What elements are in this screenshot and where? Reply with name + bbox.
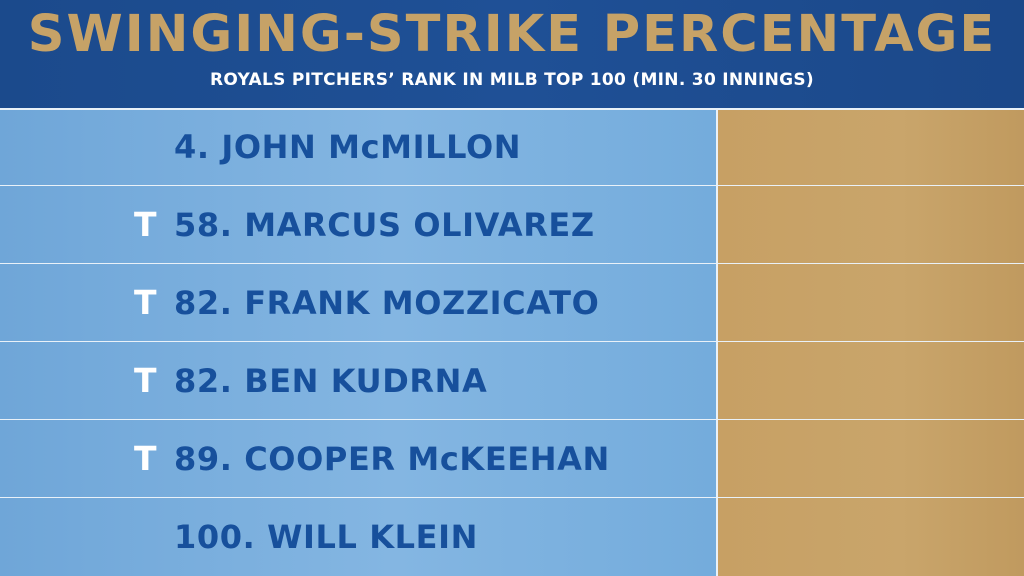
header-banner: SWINGING-STRIKE PERCENTAGE ROYALS PITCHE…: [0, 0, 1024, 108]
column-divider: [716, 108, 718, 576]
player-rank-name: 58. MARCUS OLIVAREZ: [174, 206, 595, 244]
table-row: 100. WILL KLEIN 16.2%: [0, 498, 1024, 576]
player-cell: T 58. MARCUS OLIVAREZ: [0, 186, 716, 264]
value-cell: 17.1%: [718, 186, 1024, 264]
player-cell: T 82. BEN KUDRNA: [0, 342, 716, 420]
table-row: T 89. COOPER McKEEHAN 16.4%: [0, 420, 1024, 498]
value-cell: 16.5%: [718, 264, 1024, 342]
graphic-title: SWINGING-STRIKE PERCENTAGE: [27, 5, 997, 64]
tie-marker: T: [134, 205, 157, 244]
player-rank-name: 82. BEN KUDRNA: [174, 362, 488, 400]
player-rank-name: 4. JOHN McMILLON: [174, 128, 522, 166]
value-cell: 23.7%: [718, 108, 1024, 186]
player-cell: T 82. FRANK MOZZICATO: [0, 264, 716, 342]
player-cell: 100. WILL KLEIN: [0, 498, 716, 576]
header-divider: [0, 108, 1024, 110]
table-row: T 82. BEN KUDRNA 16.5%: [0, 342, 1024, 420]
value-cell: 16.5%: [718, 342, 1024, 420]
value-cell: 16.4%: [718, 420, 1024, 498]
table-row: 4. JOHN McMILLON 23.7%: [0, 108, 1024, 186]
player-rank-name: 100. WILL KLEIN: [174, 518, 478, 556]
value-cell: 16.2%: [718, 498, 1024, 576]
player-rank-name: 82. FRANK MOZZICATO: [174, 284, 600, 322]
ranking-table: 4. JOHN McMILLON 23.7% T 58. MARCUS OLIVARE…: [0, 108, 1024, 576]
table-row: T 58. MARCUS OLIVAREZ 17.1%: [0, 186, 1024, 264]
tie-marker: T: [134, 361, 157, 400]
tie-marker: T: [134, 439, 157, 478]
tie-marker: T: [134, 283, 157, 322]
graphic-subtitle: ROYALS PITCHERS’ RANK IN MILB TOP 100 (M…: [210, 70, 814, 90]
player-rank-name: 89. COOPER McKEEHAN: [174, 440, 610, 478]
table-row: T 82. FRANK MOZZICATO 16.5%: [0, 264, 1024, 342]
player-cell: 4. JOHN McMILLON: [0, 108, 716, 186]
player-cell: T 89. COOPER McKEEHAN: [0, 420, 716, 498]
